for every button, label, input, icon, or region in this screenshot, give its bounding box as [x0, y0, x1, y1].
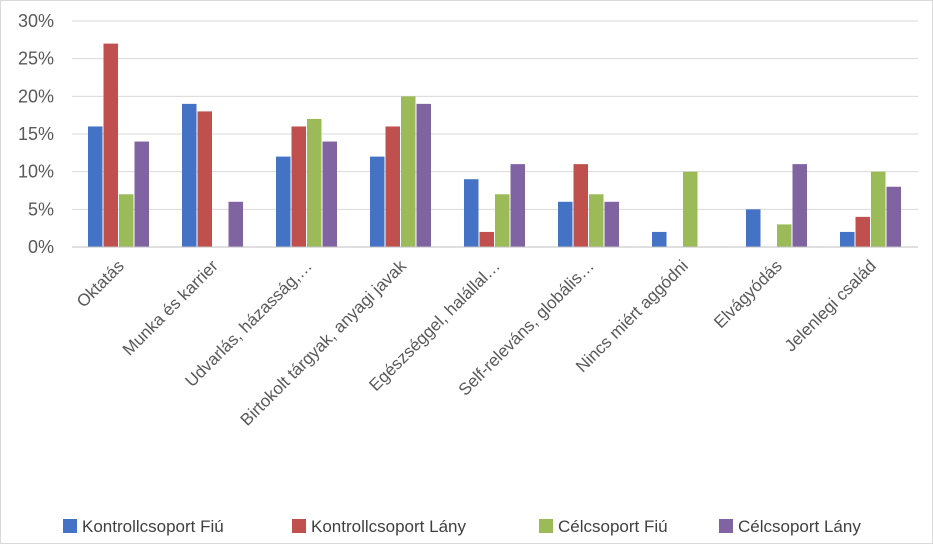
bars: [88, 43, 901, 248]
legend-label: Kontrollcsoport Lány: [311, 517, 466, 536]
y-tick-label: 15%: [18, 124, 54, 144]
bar: [416, 103, 431, 247]
bar: [855, 216, 870, 247]
bar: [401, 96, 416, 247]
bar: [370, 156, 385, 247]
gridlines: [72, 20, 918, 210]
bar: [746, 209, 761, 247]
bar: [276, 156, 291, 247]
bar: [604, 201, 619, 247]
bar: [510, 164, 525, 247]
legend-swatch: [63, 519, 77, 533]
bar: [182, 103, 197, 247]
bar: [88, 126, 103, 247]
x-tick-label: Birtokolt tárgyak, anyagi javak: [237, 256, 410, 429]
y-tick-label: 20%: [18, 86, 54, 106]
bar: [322, 141, 337, 247]
bar: [307, 118, 322, 247]
bar: [558, 201, 573, 247]
y-tick-label: 30%: [18, 11, 54, 31]
y-tick-label: 5%: [28, 199, 54, 219]
x-tick-label: Jelenlegi család: [781, 256, 880, 355]
bar: [683, 171, 698, 247]
x-tick-label: Elvágyódás: [710, 256, 786, 332]
bar: [886, 186, 901, 247]
bar: [103, 43, 118, 247]
legend-label: Kontrollcsoport Fiú: [82, 517, 224, 536]
bar: [495, 194, 510, 247]
legend-label: Célcsoport Fiú: [558, 517, 668, 536]
bar: [291, 126, 306, 247]
bar: [464, 179, 479, 247]
bar: [385, 126, 400, 247]
legend-swatch: [539, 519, 553, 533]
bar: [652, 231, 667, 247]
bar: [119, 194, 134, 247]
bar: [589, 194, 604, 247]
bar: [479, 231, 494, 247]
bar: [792, 164, 807, 247]
legend-label: Célcsoport Lány: [738, 517, 861, 536]
bar: [777, 224, 792, 247]
bar: [840, 231, 855, 247]
bar: [197, 111, 212, 248]
y-axis-ticks: 0% 5% 10% 15% 20% 25% 30%: [18, 11, 54, 257]
bar: [871, 171, 886, 247]
legend-swatch: [719, 519, 733, 533]
y-tick-label: 25%: [18, 49, 54, 69]
bar: [134, 141, 149, 247]
legend-swatch: [292, 519, 306, 533]
x-tick-label: Munka és karrier: [119, 256, 222, 359]
y-tick-label: 0%: [28, 237, 54, 257]
bar: [573, 164, 588, 247]
legend: Kontrollcsoport Fiú Kontrollcsoport Lány C…: [63, 517, 861, 536]
x-tick-label: Oktatás: [73, 256, 128, 311]
bar: [228, 201, 243, 247]
y-tick-label: 10%: [18, 162, 54, 182]
